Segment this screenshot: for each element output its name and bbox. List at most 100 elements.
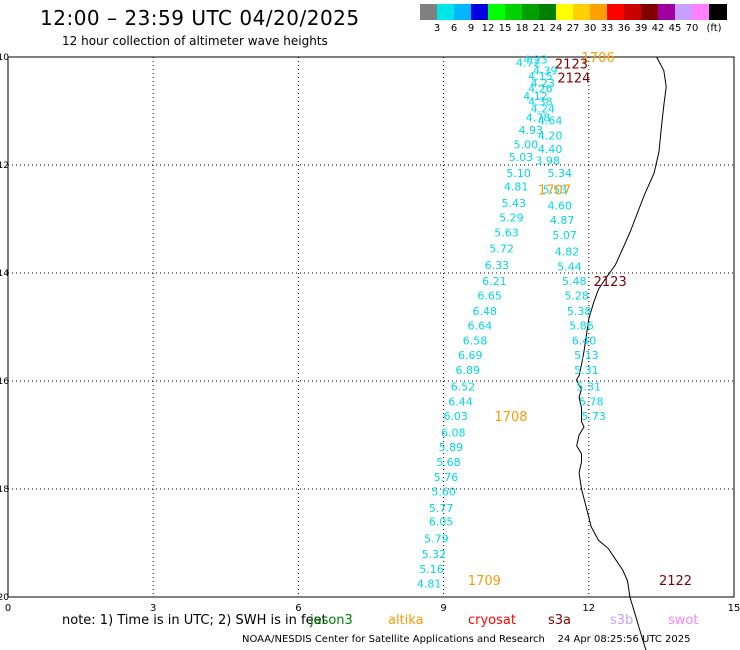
- legend-swatch: [573, 4, 591, 20]
- wave-height-value: 6.21: [482, 275, 507, 288]
- wave-height-value: 5.53: [543, 183, 568, 196]
- wave-height-value: 6.69: [458, 349, 483, 362]
- wave-height-value: 6.48: [472, 305, 497, 318]
- wave-height-value: 4.64: [538, 115, 563, 128]
- wave-height-value: 4.24: [531, 102, 556, 115]
- pass-label: 1707: [538, 183, 571, 198]
- wave-height-value: 4.60: [548, 200, 573, 213]
- x-tick-label: 0: [5, 603, 11, 614]
- pass-label: 2123: [555, 57, 588, 72]
- wave-height-value: 4.78: [526, 111, 551, 124]
- coastline: [576, 56, 667, 650]
- pass-label: 2122: [659, 574, 692, 589]
- legend-swatch: [641, 4, 659, 20]
- satellite-name-swot: swot: [668, 613, 699, 628]
- wave-height-value: 4.39: [533, 65, 558, 78]
- wave-height-value: 5.76: [434, 471, 459, 484]
- legend-swatch: [675, 4, 693, 20]
- wave-height-value: 5.16: [419, 563, 444, 576]
- legend-label: 27: [566, 23, 580, 34]
- wave-height-value: 4.20: [538, 129, 563, 142]
- wave-height-value: 5.03: [509, 151, 534, 164]
- note-text: note: 1) Time is in UTC; 2) SWH is in fe…: [62, 613, 327, 628]
- wave-height-value: 5.77: [429, 502, 454, 515]
- pass-label: 2124: [557, 72, 590, 87]
- wave-height-value: 6.33: [485, 259, 510, 272]
- wave-height-value: 5.31: [574, 364, 599, 377]
- x-tick-label: 9: [440, 603, 446, 614]
- wave-height-value: 4.87: [550, 214, 575, 227]
- wave-height-points: 4.234.724.394.154.234.264.124.384.244.78…: [417, 54, 606, 591]
- legend-label: 39: [634, 23, 648, 34]
- wave-height-value: 6.03: [443, 410, 468, 423]
- wave-height-value: 6.52: [451, 380, 476, 393]
- legend-swatch: [454, 4, 472, 20]
- y-tick-label: -14: [0, 269, 9, 279]
- legend-label: 12: [481, 23, 495, 34]
- legend-label: 6: [450, 23, 458, 34]
- wave-height-value: 5.68: [436, 456, 461, 469]
- wave-height-value: 4.23: [531, 77, 556, 90]
- satellite-name-altika: altika: [388, 613, 424, 628]
- legend-swatch: [522, 4, 540, 20]
- satellite-name-jason3: jason3: [310, 613, 353, 628]
- x-tick-label: 12: [582, 603, 595, 614]
- pass-label: 1709: [468, 574, 501, 589]
- legend-label: 70: [685, 23, 699, 34]
- wave-height-value: 6.64: [468, 319, 493, 332]
- legend-label: 3: [433, 23, 441, 34]
- wave-height-value: 4.81: [504, 181, 529, 194]
- satellite-name-s3a: s3a: [548, 613, 572, 628]
- wave-height-value: 5.34: [548, 167, 573, 180]
- wave-height-value: 4.72: [516, 56, 541, 69]
- wave-height-value: 4.81: [417, 578, 442, 591]
- x-tick-label: 15: [728, 603, 740, 614]
- legend-swatch: [488, 4, 506, 20]
- wave-height-value: 5.44: [557, 261, 582, 274]
- wave-height-value: 5.29: [499, 211, 524, 224]
- wave-height-value: 4.93: [518, 124, 543, 137]
- legend-swatch: [590, 4, 608, 20]
- legend-swatch: [471, 4, 489, 20]
- wave-height-value: 4.38: [528, 95, 553, 108]
- legend-label: 9: [467, 23, 475, 34]
- wave-height-value: 5.89: [439, 441, 464, 454]
- y-tick-label: -16: [0, 377, 9, 387]
- wave-height-value: 5.79: [424, 533, 449, 546]
- axis-ticks: 0 3 6 9 12 15 -10 -12 -14 -16 -18 -20: [0, 53, 740, 614]
- legend-label: 24: [549, 23, 563, 34]
- y-tick-label: -10: [0, 53, 9, 63]
- satellite-name-s3b: s3b: [610, 613, 634, 628]
- wave-height-value: 5.32: [422, 548, 447, 561]
- wave-height-value: 5.72: [489, 243, 514, 256]
- wave-height-value: 5.63: [494, 227, 519, 240]
- legend-label: 30: [583, 23, 597, 34]
- legend-swatch: [420, 4, 438, 20]
- legend-unit: (ft): [706, 23, 722, 34]
- wave-height-value: 5.13: [574, 349, 599, 362]
- wave-height-value: 4.23: [523, 54, 548, 67]
- wave-height-value: 6.65: [477, 290, 502, 303]
- legend-label: 42: [651, 23, 665, 34]
- wave-height-value: 5.86: [569, 319, 594, 332]
- legend-label: 33: [600, 23, 614, 34]
- timestamp-text: 24 Apr 08:25:56 UTC 2025: [557, 634, 691, 645]
- pass-label: 1708: [494, 410, 527, 425]
- wave-height-value: 4.12: [523, 90, 548, 103]
- legend-label: 18: [515, 23, 529, 34]
- pass-label: 1706: [582, 51, 615, 66]
- legend-swatch: [658, 4, 676, 20]
- legend-swatch: [624, 4, 642, 20]
- legend-label: 21: [532, 23, 546, 34]
- wave-height-value: 6.05: [429, 515, 454, 528]
- wave-height-value: 5.43: [502, 197, 527, 210]
- wave-height-value: 5.78: [579, 396, 604, 409]
- wave-height-value: 6.89: [456, 364, 481, 377]
- wave-height-value: 4.82: [555, 245, 580, 258]
- wave-height-value: 5.38: [567, 305, 592, 318]
- wave-height-value: 5.73: [581, 410, 606, 423]
- pass-label: 2123: [594, 275, 627, 290]
- x-tick-label: 3: [150, 603, 156, 614]
